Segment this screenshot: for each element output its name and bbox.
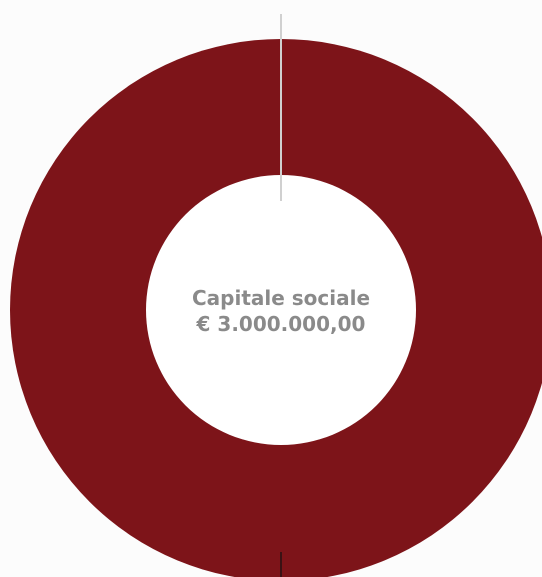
donut-hole <box>146 175 416 445</box>
center-label-value: € 3.000.000,00 <box>196 312 366 336</box>
center-label-title: Capitale sociale <box>192 286 370 310</box>
